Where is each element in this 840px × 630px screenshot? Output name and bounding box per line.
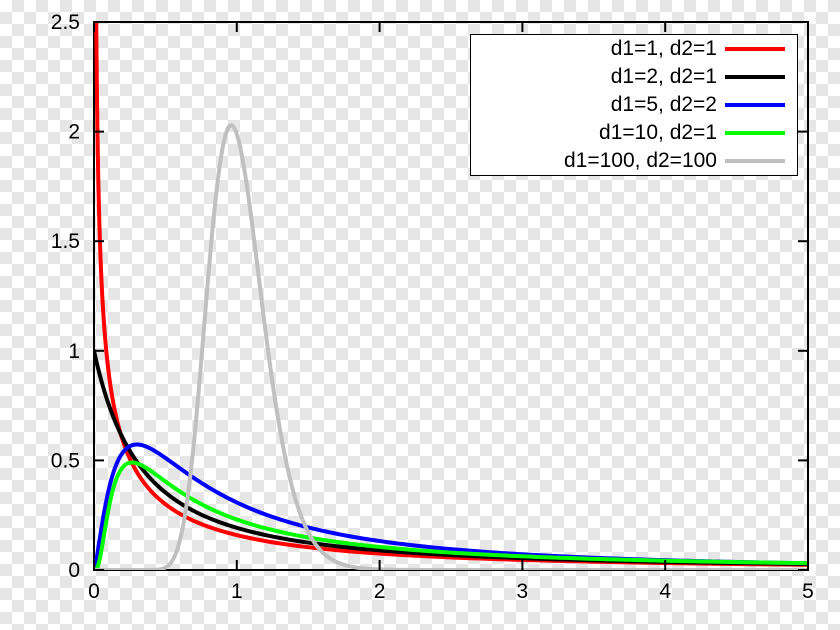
y-tick-label: 1 [68, 340, 80, 363]
x-tick-label: 2 [374, 580, 386, 603]
legend: d1=1, d2=1 d1=2, d2=1 d1=5, d2=2 d1=10, d2=… [470, 34, 798, 176]
y-tick-label: 1.5 [51, 230, 80, 253]
legend-label: d1=2, d2=1 [611, 65, 725, 89]
x-tick-label: 0 [88, 580, 100, 603]
legend-item: d1=5, d2=2 [471, 91, 797, 119]
legend-item: d1=100, d2=100 [471, 147, 797, 175]
legend-item: d1=1, d2=1 [471, 35, 797, 63]
legend-label: d1=100, d2=100 [564, 149, 725, 173]
legend-swatch [725, 159, 785, 163]
x-tick-label: 3 [517, 580, 529, 603]
y-tick-label: 0 [68, 559, 80, 582]
legend-item: d1=10, d2=1 [471, 119, 797, 147]
legend-swatch [725, 75, 785, 79]
legend-label: d1=1, d2=1 [611, 37, 725, 61]
legend-swatch [725, 47, 785, 51]
legend-item: d1=2, d2=1 [471, 63, 797, 91]
legend-swatch [725, 131, 785, 135]
legend-swatch [725, 103, 785, 107]
y-tick-label: 0.5 [51, 449, 80, 472]
x-tick-label: 5 [802, 580, 814, 603]
legend-label: d1=5, d2=2 [611, 93, 725, 117]
y-tick-label: 2 [68, 121, 80, 144]
legend-label: d1=10, d2=1 [599, 121, 725, 145]
x-tick-label: 4 [659, 580, 671, 603]
y-tick-label: 2.5 [51, 11, 80, 34]
x-tick-label: 1 [231, 580, 243, 603]
